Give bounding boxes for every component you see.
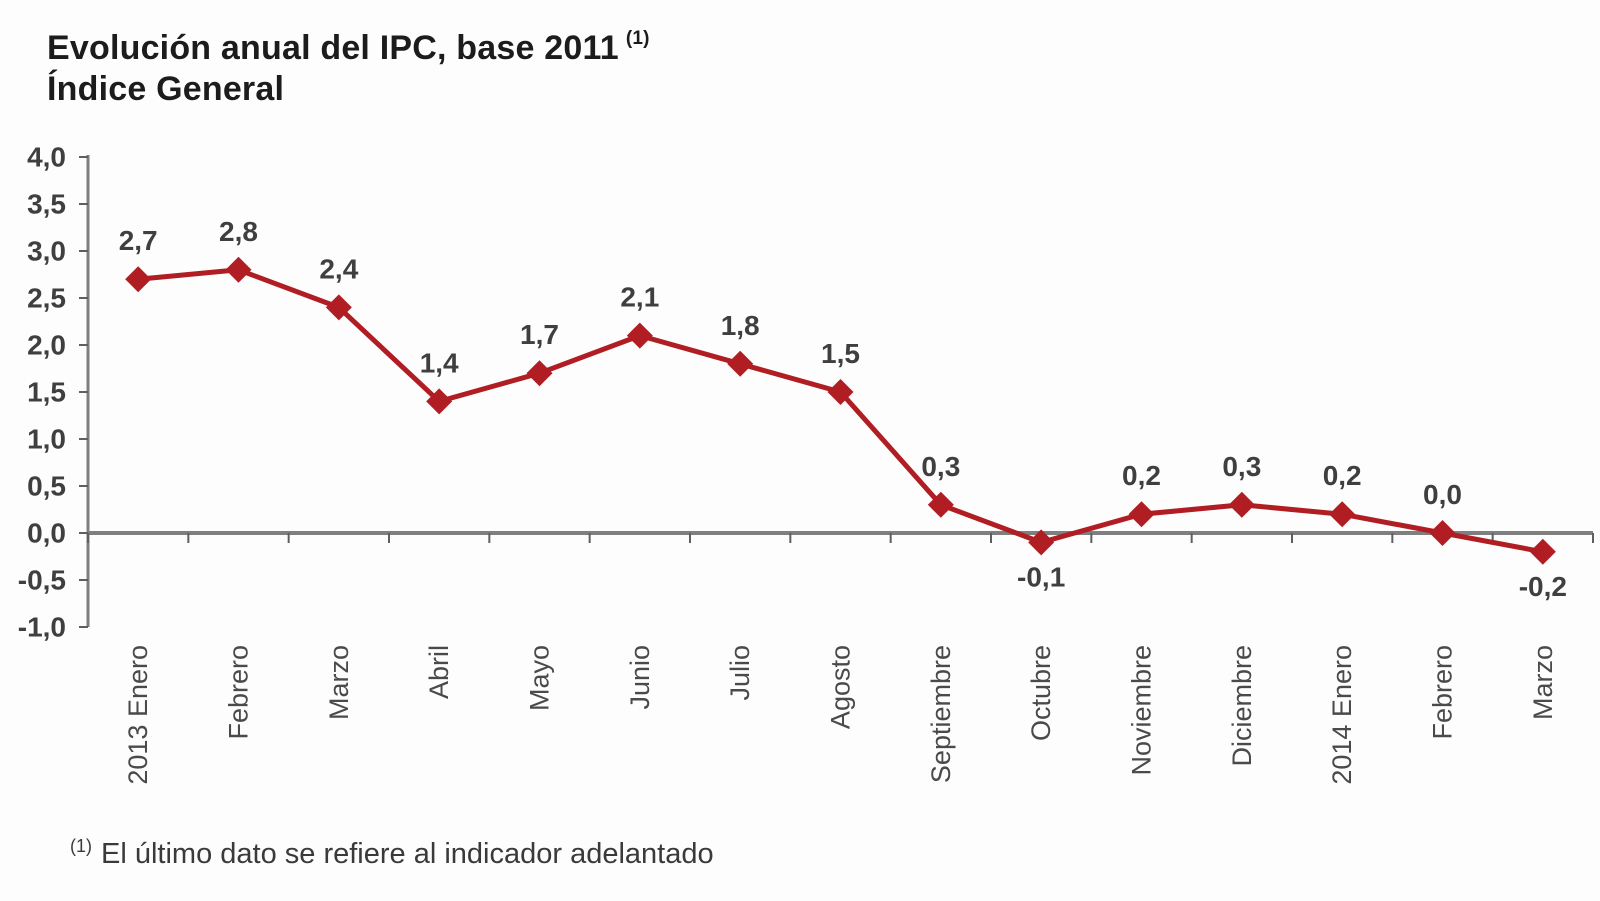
series-line <box>135 267 1546 555</box>
data-point-marker <box>1529 538 1556 565</box>
data-point-label: -0,2 <box>1519 571 1567 602</box>
series-indice-general: 2,7 2,8 2,4 1,4 1,7 2,1 1,8 1,5 0,3 -0,1 0,2 0,3 0,2… <box>119 216 1567 602</box>
data-point-label: 0,0 <box>1423 479 1462 510</box>
data-point-marker <box>1028 529 1055 556</box>
x-category-label: 2014 Enero <box>1327 645 1357 785</box>
data-point-label: 0,3 <box>921 451 960 482</box>
y-tick-label: 1,5 <box>27 377 66 408</box>
y-tick-label: -0,5 <box>18 565 66 596</box>
data-point-marker <box>727 350 754 377</box>
x-category-label: Mayo <box>525 645 555 711</box>
footnote-text: El último dato se refiere al indicador a… <box>101 838 714 870</box>
data-point-marker <box>927 491 954 518</box>
x-category-label: Diciembre <box>1227 645 1257 767</box>
data-point-marker <box>827 379 854 405</box>
data-point-label: 0,2 <box>1323 460 1362 491</box>
data-point-marker <box>125 266 152 293</box>
data-point-label: 2,1 <box>620 282 659 313</box>
x-category-label: Junio <box>625 645 655 710</box>
data-point-marker <box>325 294 352 321</box>
data-point-marker <box>626 322 653 349</box>
data-point-marker <box>1329 501 1356 528</box>
data-point-label: 2,8 <box>219 216 258 247</box>
x-category-label: Septiembre <box>926 645 956 783</box>
data-point-label: 2,4 <box>319 253 358 284</box>
x-category-label: Agosto <box>826 645 856 729</box>
x-category-label: Marzo <box>324 645 354 720</box>
chart-title-text: Evolución anual del IPC, base 2011 <box>47 29 619 67</box>
y-axis: 4,0 3,5 3,0 2,5 2,0 1,5 1,0 0,5 0,0 -0,5 -1,0 <box>18 142 90 643</box>
data-point-label: 1,7 <box>520 319 559 350</box>
x-axis: 2013 Enero Febrero Marzo Abril Mayo Junio Juli… <box>87 531 1594 785</box>
chart-subtitle: Índice General <box>47 70 285 108</box>
data-point-label: -0,1 <box>1017 561 1065 592</box>
title-footnote-marker: (1) <box>625 28 650 49</box>
y-tick-label: 2,0 <box>27 330 66 361</box>
x-category-label: Julio <box>725 645 755 701</box>
footnote-marker: (1) <box>70 836 92 856</box>
data-point-marker <box>1429 520 1456 546</box>
x-category-label: Abril <box>424 645 454 699</box>
data-point-label: 1,8 <box>721 310 760 341</box>
data-point-marker <box>1228 491 1255 518</box>
data-point-label: 2,7 <box>119 225 158 256</box>
data-point-label: 0,3 <box>1222 451 1261 482</box>
data-point-marker <box>225 256 252 283</box>
y-tick-label: 1,0 <box>27 424 66 455</box>
x-category-label: Noviembre <box>1127 645 1157 776</box>
x-category-label: 2013 Enero <box>123 645 153 785</box>
footnote: (1) El último dato se refiere al indicado… <box>70 836 714 871</box>
y-tick-label: -1,0 <box>18 612 66 643</box>
x-category-label: Octubre <box>1026 645 1056 741</box>
y-tick-label: 4,0 <box>27 142 66 173</box>
data-point-marker <box>426 388 453 415</box>
data-point-label: 0,2 <box>1122 460 1161 491</box>
x-category-label: Febrero <box>1428 645 1458 740</box>
data-point-marker <box>1128 501 1155 528</box>
y-tick-label: 3,5 <box>27 189 66 220</box>
chart-title: Evolución anual del IPC, base 2011 (1) <box>47 18 650 69</box>
y-tick-label: 2,5 <box>27 283 66 314</box>
y-tick-label: 3,0 <box>27 236 66 267</box>
chart-title-block: Evolución anual del IPC, base 2011 (1) Ín… <box>47 18 650 110</box>
y-tick-label: 0,0 <box>27 518 66 549</box>
y-tick-label: 0,5 <box>27 471 66 502</box>
x-category-label: Febrero <box>224 645 254 740</box>
data-point-label: 1,4 <box>420 347 459 378</box>
data-point-marker <box>526 360 553 387</box>
data-point-label: 1,5 <box>821 338 860 369</box>
x-category-label: Marzo <box>1528 645 1558 720</box>
